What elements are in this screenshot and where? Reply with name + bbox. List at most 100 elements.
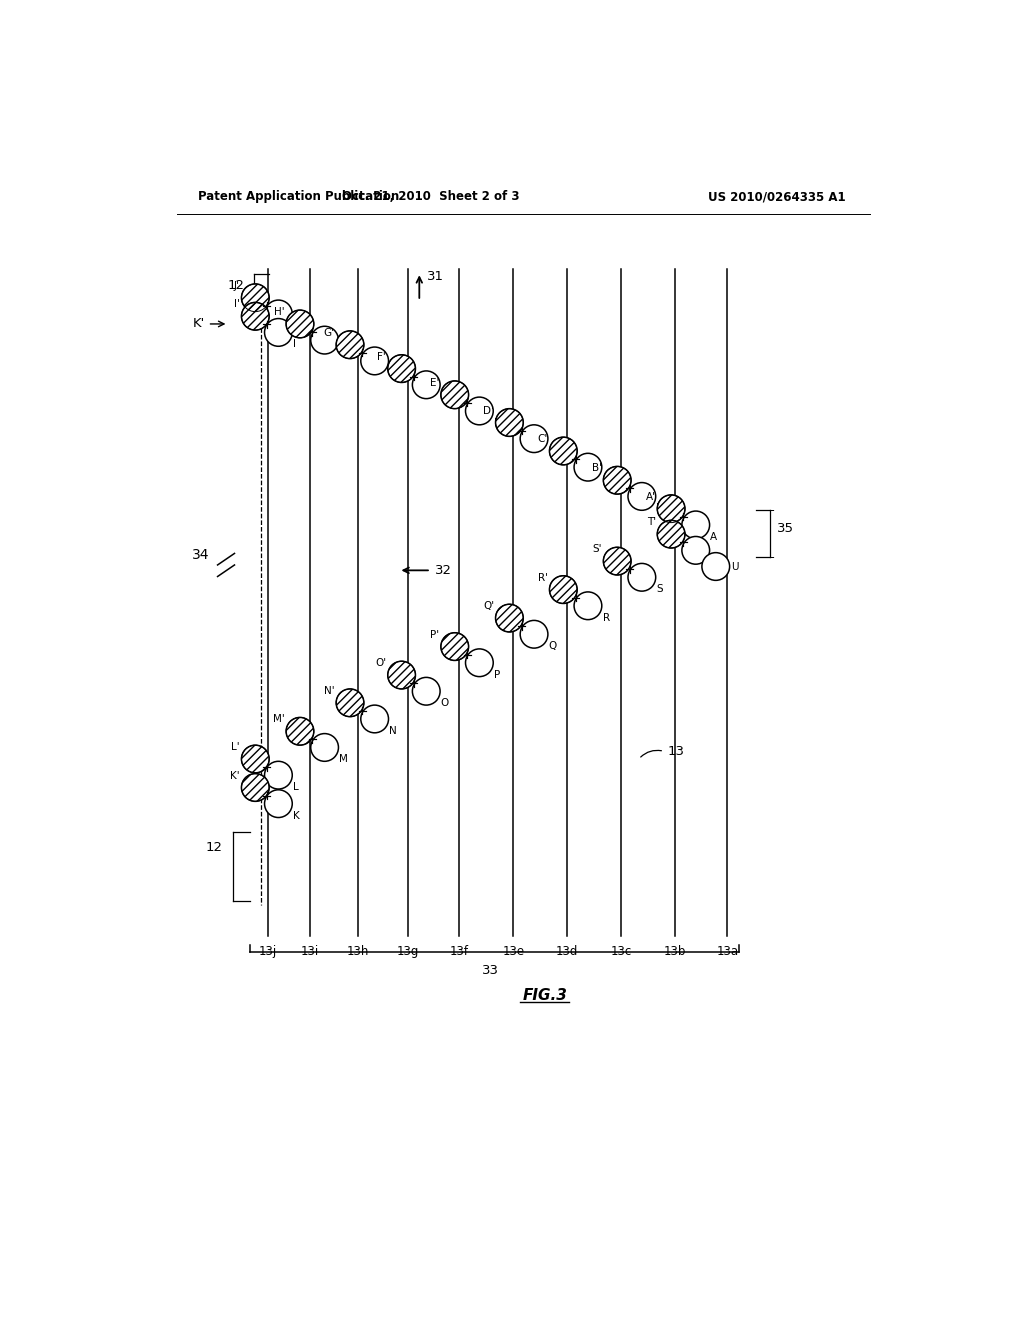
Circle shape [264, 300, 292, 327]
Text: K': K' [193, 317, 205, 330]
Circle shape [413, 677, 440, 705]
Circle shape [441, 632, 469, 660]
Text: O': O' [375, 659, 386, 668]
Circle shape [603, 466, 631, 494]
Text: Oct. 21, 2010  Sheet 2 of 3: Oct. 21, 2010 Sheet 2 of 3 [342, 190, 519, 203]
Text: D: D [549, 446, 557, 455]
Circle shape [574, 453, 602, 480]
Text: S: S [656, 585, 664, 594]
Circle shape [682, 511, 710, 539]
Text: 13: 13 [668, 744, 685, 758]
Circle shape [466, 397, 494, 425]
Text: 13d: 13d [556, 945, 579, 958]
Circle shape [628, 483, 655, 511]
Circle shape [550, 437, 578, 465]
Circle shape [550, 576, 578, 603]
Text: M': M' [272, 714, 285, 725]
Text: D': D' [483, 405, 494, 416]
Circle shape [286, 718, 313, 744]
Circle shape [574, 591, 602, 619]
Circle shape [242, 302, 269, 330]
Text: 34: 34 [191, 548, 209, 562]
Circle shape [603, 548, 631, 576]
Text: I: I [293, 339, 296, 350]
Circle shape [388, 661, 416, 689]
Circle shape [242, 774, 269, 801]
Circle shape [441, 381, 469, 409]
Text: E: E [494, 418, 501, 428]
Text: L': L' [231, 742, 240, 752]
Text: 12: 12 [206, 841, 223, 854]
Text: US 2010/0264335 A1: US 2010/0264335 A1 [708, 190, 846, 203]
Text: Patent Application Publication: Patent Application Publication [199, 190, 399, 203]
Text: H': H' [274, 308, 285, 317]
Circle shape [628, 564, 655, 591]
Text: 13g: 13g [396, 945, 419, 958]
Circle shape [360, 705, 388, 733]
Text: 13c: 13c [610, 945, 632, 958]
Text: 13h: 13h [346, 945, 369, 958]
Text: J': J' [234, 281, 240, 290]
Text: J: J [293, 321, 296, 331]
Circle shape [701, 553, 730, 581]
Circle shape [520, 620, 548, 648]
Text: 13i: 13i [301, 945, 319, 958]
Text: P: P [494, 669, 501, 680]
Text: Q: Q [549, 642, 557, 651]
Text: 31: 31 [427, 269, 444, 282]
Circle shape [264, 318, 292, 346]
Text: Q': Q' [483, 601, 494, 611]
Circle shape [496, 605, 523, 632]
Text: 13j: 13j [258, 945, 276, 958]
Circle shape [466, 649, 494, 677]
Circle shape [520, 425, 548, 453]
Text: 35: 35 [777, 521, 795, 535]
Circle shape [286, 310, 313, 338]
Circle shape [264, 762, 292, 789]
Text: O: O [441, 698, 450, 708]
Text: 13a: 13a [716, 945, 738, 958]
Text: R': R' [538, 573, 548, 582]
Text: E': E' [430, 378, 439, 388]
Circle shape [336, 331, 364, 359]
Text: 13f: 13f [450, 945, 469, 958]
Circle shape [336, 689, 364, 717]
Text: A: A [711, 532, 718, 541]
Text: G: G [389, 368, 397, 378]
Circle shape [388, 355, 416, 383]
Circle shape [360, 347, 388, 375]
Text: M: M [339, 755, 348, 764]
Circle shape [657, 520, 685, 548]
Text: 13e: 13e [502, 945, 524, 958]
Text: C': C' [538, 434, 548, 444]
Text: FIG.3: FIG.3 [522, 989, 567, 1003]
Text: K': K' [230, 771, 240, 780]
Text: P': P' [430, 630, 439, 640]
Text: N: N [389, 726, 397, 735]
Text: 12: 12 [227, 279, 245, 292]
Text: A': A' [646, 492, 655, 502]
Text: 33: 33 [481, 964, 499, 977]
Text: R: R [602, 612, 609, 623]
Text: S': S' [592, 544, 602, 554]
Text: H: H [339, 347, 347, 356]
Text: K: K [293, 810, 300, 821]
Circle shape [242, 744, 269, 774]
Circle shape [413, 371, 440, 399]
Circle shape [242, 284, 269, 312]
Text: T': T' [646, 517, 655, 527]
Text: T: T [711, 557, 717, 568]
Circle shape [496, 409, 523, 437]
Text: N': N' [324, 686, 335, 696]
Text: 13b: 13b [664, 945, 686, 958]
Text: F': F' [378, 351, 386, 362]
Text: L: L [293, 781, 299, 792]
Text: B: B [656, 503, 664, 513]
Text: U: U [731, 561, 738, 572]
Text: B': B' [592, 463, 602, 474]
Circle shape [310, 734, 339, 762]
Circle shape [264, 789, 292, 817]
Circle shape [310, 326, 339, 354]
Text: C: C [602, 474, 610, 484]
Text: F: F [441, 392, 446, 401]
